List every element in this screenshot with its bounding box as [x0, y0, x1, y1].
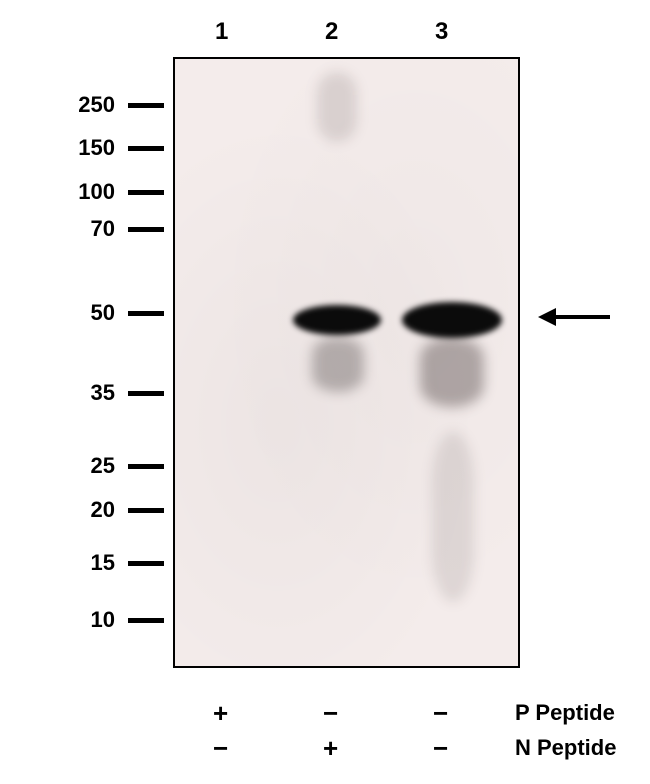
- blot-membrane: [173, 57, 520, 668]
- peptide-cell-r1-c0: −: [213, 733, 228, 764]
- mw-label-70: 70: [0, 216, 115, 242]
- mw-tick-100: [128, 190, 164, 195]
- peptide-cell-r0-c2: −: [433, 698, 448, 729]
- peptide-cell-r0-c0: +: [213, 698, 228, 729]
- lane-label-3: 3: [435, 18, 448, 46]
- peptide-cell-r0-c1: −: [323, 698, 338, 729]
- mw-tick-10: [128, 618, 164, 623]
- mw-label-25: 25: [0, 453, 115, 479]
- peptide-cell-r1-c1: +: [323, 733, 338, 764]
- band-lane-2: [293, 305, 381, 335]
- mw-tick-70: [128, 227, 164, 232]
- mw-tick-25: [128, 464, 164, 469]
- band-arrow-head-icon: [538, 308, 556, 326]
- mw-tick-150: [128, 146, 164, 151]
- smear-lane-3: [432, 432, 474, 602]
- mw-label-35: 35: [0, 380, 115, 406]
- lane-label-1: 1: [215, 18, 228, 46]
- peptide-row-label-1: N Peptide: [515, 735, 616, 761]
- smear-lane-2: [317, 72, 357, 142]
- mw-tick-50: [128, 311, 164, 316]
- band-lane-3: [402, 302, 502, 338]
- mw-label-15: 15: [0, 550, 115, 576]
- mw-tick-20: [128, 508, 164, 513]
- mw-tick-250: [128, 103, 164, 108]
- peptide-cell-r1-c2: −: [433, 733, 448, 764]
- mw-label-50: 50: [0, 300, 115, 326]
- western-blot-figure: 1 2 3 250 150 100 70 50 35 25 20 15 10 + − − P Peptide…: [0, 0, 650, 784]
- mw-label-10: 10: [0, 607, 115, 633]
- mw-tick-15: [128, 561, 164, 566]
- band-arrow-shaft: [555, 315, 610, 319]
- mw-label-100: 100: [0, 179, 115, 205]
- mw-label-250: 250: [0, 92, 115, 118]
- mw-tick-35: [128, 391, 164, 396]
- mw-label-150: 150: [0, 135, 115, 161]
- lane-label-2: 2: [325, 18, 338, 46]
- peptide-row-label-0: P Peptide: [515, 700, 615, 726]
- smear-lane-2: [312, 337, 364, 392]
- mw-label-20: 20: [0, 497, 115, 523]
- smear-lane-3: [420, 337, 484, 407]
